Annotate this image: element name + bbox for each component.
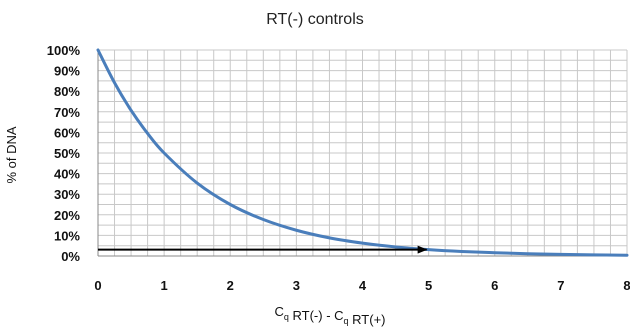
plot-border [97,50,627,257]
y-tick-label: 20% [54,208,80,223]
x-axis-label-part: C [274,304,283,319]
x-tick-label: 3 [293,278,300,293]
y-tick-label: 100% [47,43,81,58]
y-tick-label: 90% [54,64,80,79]
chart-title: RT(-) controls [266,11,364,28]
y-tick-label: 30% [54,187,80,202]
y-tick-label: 40% [54,167,80,182]
series-line [96,48,629,257]
x-tick-label: 8 [623,278,630,293]
y-tick-label: 50% [54,146,80,161]
y-tick-label: 70% [54,105,80,120]
y-axis-ticks: 0% 10% 20% 30% 40% 50% 60% 70% 80% 90% 100% [47,43,81,264]
x-axis-ticks: 0 1 2 3 4 5 6 7 8 [94,278,630,293]
x-axis-label-subscript: q [284,312,289,322]
x-axis-label-subscript: q [344,316,349,326]
x-tick-label: 1 [161,278,168,293]
y-tick-label: 80% [54,84,80,99]
x-axis-label-part: RT(-) - C [289,308,344,323]
x-tick-label: 0 [94,278,101,293]
x-axis-label: Cq RT(-) - Cq RT(+) [274,304,385,327]
gridlines [97,49,628,257]
y-tick-label: 0% [61,249,80,264]
x-tick-label: 5 [425,278,432,293]
series-layer [96,48,629,257]
y-tick-label: 60% [54,125,80,140]
x-tick-label: 6 [491,278,498,293]
y-axis-label: % of DNA [4,126,19,183]
x-tick-label: 7 [557,278,564,293]
y-tick-label: 10% [54,228,80,243]
x-axis-label-part: RT(+) [349,312,386,327]
x-tick-label: 2 [227,278,234,293]
x-tick-label: 4 [359,278,367,293]
